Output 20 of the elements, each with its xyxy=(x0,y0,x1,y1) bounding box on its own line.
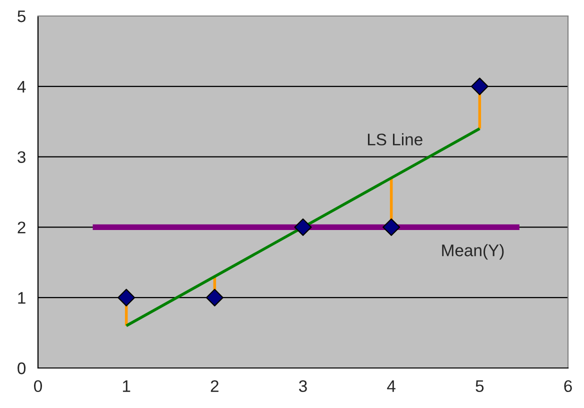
x-tick-label: 1 xyxy=(122,380,130,392)
y-tick-label: 1 xyxy=(18,292,26,304)
point xyxy=(118,288,136,306)
point xyxy=(294,218,312,236)
y-tick-label: 4 xyxy=(17,80,26,92)
x-tick-label: 2 xyxy=(210,380,218,392)
point xyxy=(470,78,488,96)
x-tick-label: 3 xyxy=(299,380,307,392)
annotation: LS Line xyxy=(368,133,422,146)
y-tick-label: 5 xyxy=(18,10,26,22)
x-tick-label: 4 xyxy=(387,380,396,392)
x-tick-label: 0 xyxy=(34,380,42,392)
y-tick-label: 3 xyxy=(18,151,26,164)
y-tick-label: 2 xyxy=(18,222,26,234)
y-tick-label: 0 xyxy=(18,362,26,374)
annotation: Mean(Y) xyxy=(442,244,504,260)
point xyxy=(206,288,224,306)
x-tick-label: 5 xyxy=(476,380,484,392)
x-tick-label: 6 xyxy=(564,380,572,392)
point xyxy=(382,218,400,236)
